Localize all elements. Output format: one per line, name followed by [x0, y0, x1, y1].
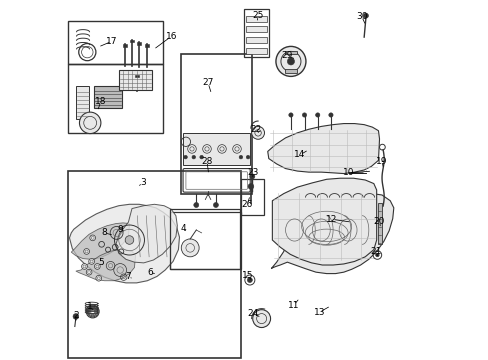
- Text: 15: 15: [242, 271, 253, 280]
- Polygon shape: [267, 123, 379, 174]
- Bar: [122, 44, 127, 47]
- Text: 18: 18: [95, 97, 106, 106]
- Bar: [67, 21, 163, 64]
- Bar: [67, 64, 163, 133]
- Circle shape: [81, 264, 87, 269]
- Bar: [246, 37, 266, 43]
- Polygon shape: [271, 194, 393, 274]
- Text: 4: 4: [181, 224, 186, 233]
- Circle shape: [200, 156, 203, 159]
- Bar: [130, 40, 134, 42]
- Text: 27: 27: [202, 78, 213, 87]
- Circle shape: [86, 269, 92, 275]
- Bar: [119, 70, 151, 90]
- Bar: [183, 133, 250, 165]
- Text: 21: 21: [369, 247, 381, 256]
- Bar: [244, 9, 268, 57]
- Circle shape: [83, 249, 89, 254]
- Bar: [246, 48, 266, 54]
- Text: 20: 20: [373, 217, 385, 226]
- Bar: [76, 86, 89, 118]
- Bar: [170, 212, 241, 269]
- Text: 3: 3: [140, 178, 145, 187]
- Bar: [241, 179, 264, 215]
- Bar: [284, 69, 297, 73]
- Circle shape: [73, 314, 79, 319]
- Circle shape: [192, 156, 195, 159]
- Text: 28: 28: [201, 157, 212, 166]
- Circle shape: [302, 113, 306, 117]
- Bar: [246, 17, 266, 22]
- Polygon shape: [116, 204, 177, 263]
- Bar: [67, 171, 241, 358]
- Text: 29: 29: [281, 51, 292, 60]
- Text: 10: 10: [343, 168, 354, 177]
- Circle shape: [251, 126, 264, 139]
- Circle shape: [288, 113, 292, 117]
- Text: 22: 22: [250, 126, 261, 135]
- Bar: [94, 86, 122, 108]
- Bar: [170, 208, 240, 269]
- Bar: [137, 42, 141, 45]
- Circle shape: [96, 275, 102, 281]
- Circle shape: [193, 203, 198, 207]
- Bar: [145, 44, 149, 47]
- Text: 14: 14: [294, 150, 305, 159]
- Bar: [181, 54, 252, 194]
- Bar: [284, 51, 297, 54]
- Circle shape: [181, 239, 199, 257]
- Circle shape: [183, 156, 187, 159]
- Bar: [377, 203, 381, 244]
- Text: 7: 7: [125, 272, 131, 281]
- Circle shape: [239, 156, 242, 159]
- Text: 5: 5: [98, 258, 103, 267]
- Circle shape: [90, 235, 95, 241]
- Circle shape: [94, 264, 100, 269]
- Circle shape: [213, 203, 218, 207]
- Text: 26: 26: [241, 200, 252, 209]
- Circle shape: [287, 58, 294, 65]
- Text: 8: 8: [102, 228, 107, 237]
- Polygon shape: [69, 204, 179, 283]
- Text: 11: 11: [287, 301, 299, 310]
- Text: 19: 19: [375, 157, 387, 166]
- Circle shape: [125, 236, 134, 244]
- Text: 1: 1: [87, 302, 93, 311]
- Bar: [246, 26, 266, 32]
- Text: 16: 16: [165, 32, 177, 41]
- Circle shape: [315, 113, 319, 117]
- Circle shape: [80, 112, 101, 134]
- Text: 2: 2: [73, 311, 79, 320]
- Circle shape: [247, 278, 252, 283]
- Text: 17: 17: [105, 37, 117, 46]
- Text: 9: 9: [117, 225, 123, 234]
- Circle shape: [88, 258, 94, 264]
- Bar: [135, 75, 139, 77]
- Circle shape: [328, 113, 332, 117]
- Circle shape: [247, 184, 253, 189]
- Circle shape: [375, 253, 378, 257]
- Circle shape: [275, 46, 305, 76]
- Text: 13: 13: [313, 308, 325, 317]
- Text: 30: 30: [355, 12, 366, 21]
- Text: 25: 25: [252, 11, 263, 20]
- Circle shape: [252, 310, 270, 328]
- Polygon shape: [272, 178, 376, 265]
- Circle shape: [246, 156, 249, 159]
- Circle shape: [249, 174, 254, 179]
- Polygon shape: [76, 249, 135, 281]
- Circle shape: [363, 13, 367, 18]
- Polygon shape: [71, 223, 129, 259]
- Text: 12: 12: [325, 215, 337, 224]
- Text: 23: 23: [247, 168, 259, 177]
- Text: 6: 6: [147, 268, 152, 277]
- Text: 24: 24: [247, 310, 259, 319]
